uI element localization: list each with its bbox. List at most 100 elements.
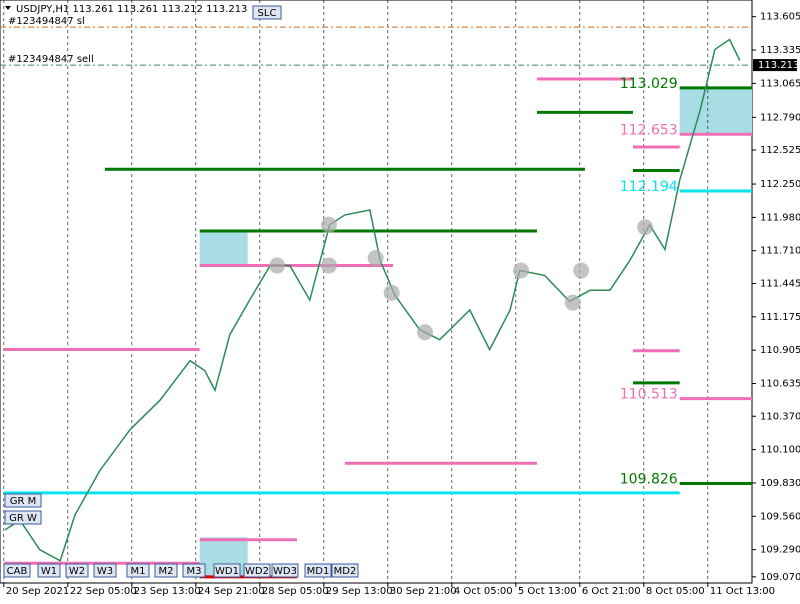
button-label: WD1 [215,566,239,577]
y-tick-label: 109.830 [760,478,800,489]
y-tick-label: 113.065 [760,78,800,89]
y-tick-label: 112.525 [760,145,800,156]
button-face [252,5,282,20]
level-label: 112.194 [620,179,678,195]
y-tick-label: 110.635 [760,379,800,390]
button-face [182,563,206,578]
level-label: 112.653 [620,122,678,138]
x-tick-label: 20 Sep 2021 [6,586,69,597]
toolbar-button[interactable]: W2 [65,563,89,578]
plot-area [0,0,753,584]
y-tick-label: 113.335 [760,45,800,56]
button-label: W1 [41,566,57,577]
y-tick-label: 110.905 [760,345,800,356]
button-face [4,493,42,508]
level-label: 110.513 [620,387,678,403]
button-face [65,563,89,578]
toolbar-button[interactable]: MD2 [331,563,359,578]
trade-marker [269,257,286,274]
trade-marker [383,284,400,301]
toolbar-button[interactable]: GR M [4,493,42,508]
toolbar-button[interactable]: WD3 [271,563,299,578]
zone [199,230,248,266]
x-tick-label: 24 Sep 21:00 [198,586,265,597]
button-label: M2 [159,566,174,577]
button-label: W3 [97,566,113,577]
button-face [304,563,332,578]
trade-marker [512,262,529,279]
toolbar-button[interactable]: WD2 [243,563,271,578]
toolbar-button[interactable]: M1 [126,563,150,578]
trade-marker [637,219,654,236]
button-face [3,563,31,578]
button-face [93,563,117,578]
button-face [331,563,359,578]
title-arrow [5,6,11,10]
order-label: #123494847 sl [8,16,85,27]
trade-marker [564,294,581,311]
button-face [154,563,178,578]
trade-marker [367,250,384,267]
level-label: 113.029 [620,76,678,92]
toolbar-button[interactable]: WD1 [213,563,241,578]
trade-marker [320,257,337,274]
trade-marker [320,216,337,233]
x-tick-label: 5 Oct 13:00 [518,586,577,597]
y-tick-label: 111.980 [760,212,800,223]
y-tick-label: 109.070 [760,572,800,583]
level-label: 109.826 [620,471,678,487]
button-face [271,563,299,578]
button-label: SLC [258,8,277,19]
chart-title: USDJPY,H1 113.261 113.261 113.212 113.21… [16,4,247,15]
button-face [4,510,42,525]
button-label: MD2 [334,566,357,577]
price-tag [753,59,797,72]
button-face [213,563,241,578]
y-tick-label: 111.710 [760,246,800,257]
button-label: WD3 [273,566,297,577]
trade-marker [416,324,433,341]
y-tick-label: 112.790 [760,112,800,123]
toolbar-button[interactable]: W1 [37,563,61,578]
toolbar-button[interactable]: M2 [154,563,178,578]
toolbar-button[interactable]: W3 [93,563,117,578]
y-tick-label: 110.100 [760,445,800,456]
y-tick-label: 110.370 [760,411,800,422]
zone [679,87,752,135]
x-tick-label: 8 Oct 05:00 [646,586,705,597]
button-face [243,563,271,578]
x-tick-label: 22 Sep 05:00 [70,586,137,597]
price-tag-label: 113.213 [758,60,799,71]
button-label: CAB [7,566,28,577]
button-label: GR W [9,513,37,524]
y-tick-label: 113.605 [760,12,800,23]
button-label: M3 [187,566,202,577]
button-label: GR M [10,496,37,507]
toolbar-button[interactable]: SLC [252,5,282,20]
trade-marker [573,262,590,279]
toolbar-button[interactable]: MD1 [304,563,332,578]
y-tick-label: 109.560 [760,511,800,522]
y-tick-label: 111.445 [760,278,800,289]
button-label: MD1 [307,566,330,577]
x-tick-label: 30 Sep 21:00 [390,586,457,597]
button-face [126,563,150,578]
y-tick-label: 112.250 [760,179,800,190]
button-label: WD2 [245,566,269,577]
y-tick-label: 111.175 [760,312,800,323]
x-tick-label: 23 Sep 13:00 [134,586,201,597]
order-label: #123494847 sell [8,54,94,65]
toolbar-button[interactable]: CAB [3,563,31,578]
x-tick-label: 6 Oct 21:00 [582,586,641,597]
x-tick-label: 29 Sep 13:00 [326,586,393,597]
x-tick-label: 11 Oct 13:00 [710,586,775,597]
button-face [37,563,61,578]
toolbar-button[interactable]: M3 [182,563,206,578]
button-label: W2 [69,566,85,577]
x-tick-label: 28 Sep 05:00 [262,586,329,597]
button-label: M1 [131,566,146,577]
x-tick-label: 4 Oct 05:00 [454,586,513,597]
toolbar-button[interactable]: GR W [4,510,42,525]
y-tick-label: 109.290 [760,545,800,556]
